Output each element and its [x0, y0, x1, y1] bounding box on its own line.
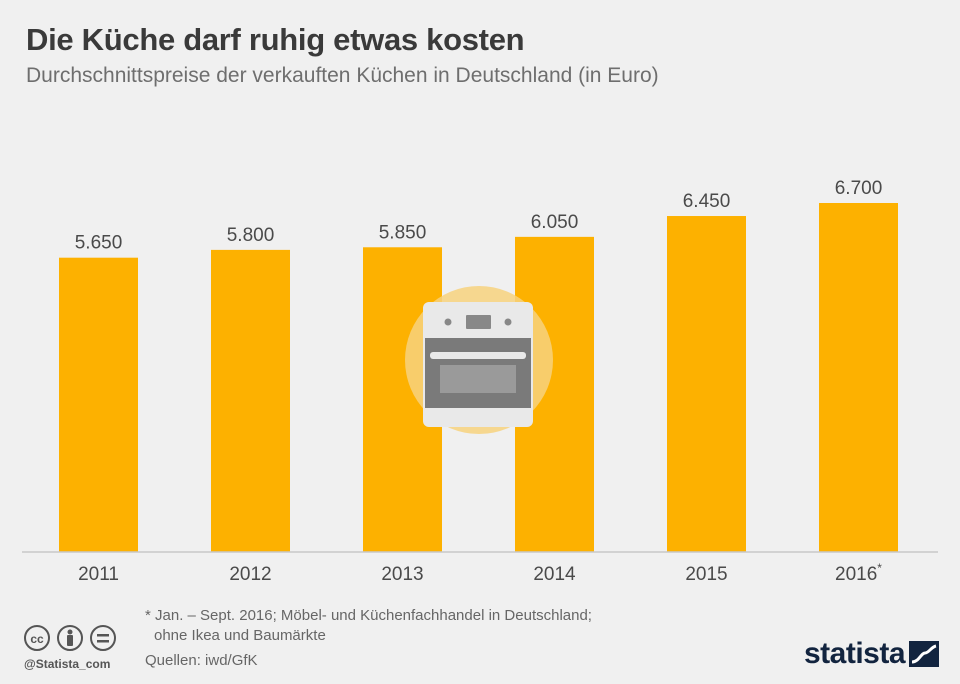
bar-chart: 5.650 2011 5.800 2012 5.850 2013 6.050 2014 6.45…	[0, 0, 960, 600]
category-label-2012: 2012	[229, 564, 271, 585]
social-handle[interactable]: @Statista_com	[24, 657, 110, 671]
category-label-2014: 2014	[533, 564, 576, 585]
statista-logo-icon	[909, 641, 939, 667]
category-label-2015: 2015	[685, 564, 727, 585]
value-label-2012: 5.800	[227, 225, 275, 246]
license-icons: cc	[24, 624, 120, 657]
footnote: * Jan. – Sept. 2016; Möbel- und Küchenfa…	[145, 606, 592, 646]
attribution-icon[interactable]	[58, 626, 82, 650]
creative-commons-icon[interactable]: cc	[25, 626, 49, 650]
bar-2011	[59, 258, 138, 552]
value-label-2015: 6.450	[683, 191, 731, 212]
oven-icon	[405, 286, 553, 434]
bar-2015	[667, 216, 746, 552]
value-label-2016: 6.700	[835, 178, 883, 199]
category-label-2013: 2013	[381, 564, 423, 585]
no-derivatives-icon[interactable]	[91, 626, 115, 650]
category-label-2011: 2011	[78, 564, 119, 585]
value-label-2014: 6.050	[531, 212, 579, 233]
bar-2016	[819, 203, 898, 552]
footnote-line-2: ohne Ikea und Baumärkte	[145, 626, 592, 646]
value-label-2011: 5.650	[75, 233, 123, 254]
statista-logo[interactable]: statista	[804, 637, 939, 671]
value-label-2013: 5.850	[379, 222, 427, 243]
category-label-2016: 2016*	[835, 561, 882, 585]
sources: Quellen: iwd/GfK	[145, 652, 258, 669]
brand-name: statista	[804, 637, 905, 671]
svg-text:cc: cc	[30, 632, 44, 646]
bar-2012	[211, 250, 290, 552]
footnote-line-1: * Jan. – Sept. 2016; Möbel- und Küchenfa…	[145, 607, 592, 624]
